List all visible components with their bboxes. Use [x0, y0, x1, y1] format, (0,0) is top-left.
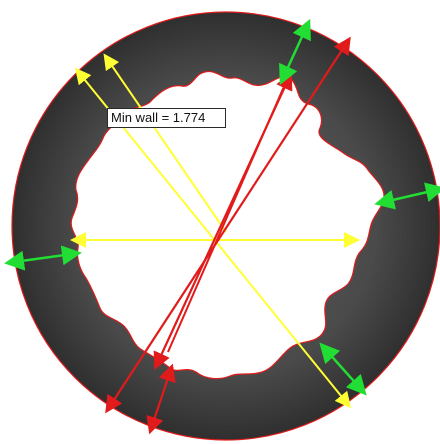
min-wall-label: Min wall = 1.774	[107, 108, 226, 128]
wall-arrow-top	[279, 18, 311, 86]
red-measure-line-3	[167, 81, 287, 353]
wall-arrow-left	[4, 245, 82, 271]
red-measure-line-4	[146, 363, 176, 435]
wall-arrow-right	[374, 182, 440, 210]
wall-arrow-bottom-right	[319, 342, 367, 396]
